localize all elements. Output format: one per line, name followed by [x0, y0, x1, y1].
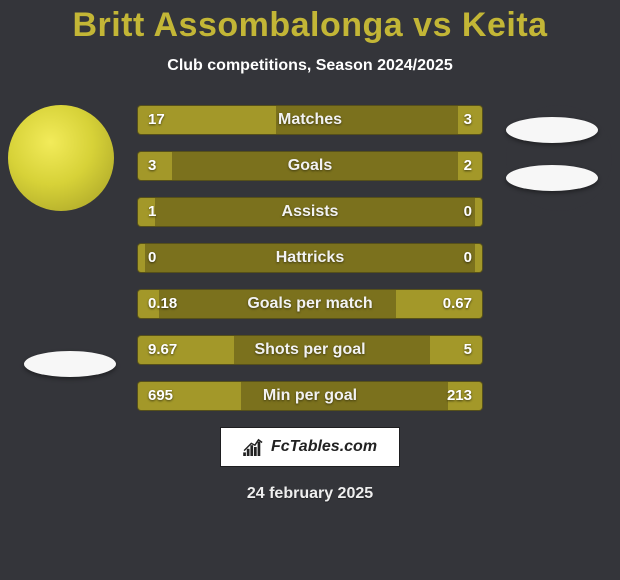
stat-value-right: 5: [454, 336, 482, 364]
stat-value-right: 0: [454, 244, 482, 272]
stat-value-left: 0.18: [138, 290, 187, 318]
stat-label: Goals per match: [138, 290, 482, 318]
page-title: Britt Assombalonga vs Keita: [0, 0, 620, 45]
stat-value-left: 0: [138, 244, 166, 272]
stat-label: Min per goal: [138, 382, 482, 410]
stat-row: Shots per goal9.67 5: [137, 335, 483, 365]
stat-bars: Matches173Goals32Assists10Hattricks00Goa…: [137, 103, 483, 411]
player-left-avatar-wrap: [8, 105, 114, 211]
subtitle: Club competitions, Season 2024/2025: [0, 57, 620, 75]
branding-text: FcTables.com: [271, 438, 377, 456]
player-right-flag: [506, 117, 598, 143]
player-left-flag: [24, 351, 116, 377]
stat-value-left: 695: [138, 382, 183, 410]
stat-label: Shots per goal: [138, 336, 482, 364]
stat-label: Matches: [138, 106, 482, 134]
stat-value-right: 0.67: [433, 290, 482, 318]
comparison-panel: Matches173Goals32Assists10Hattricks00Goa…: [0, 103, 620, 411]
stat-value-left: 1: [138, 198, 166, 226]
stat-value-right: 0: [454, 198, 482, 226]
player-left-avatar: [8, 105, 114, 211]
fctables-logo-icon: [243, 438, 265, 456]
stat-row: Min per goal695 213: [137, 381, 483, 411]
stat-value-left: 9.67: [138, 336, 187, 364]
stat-value-right: 3: [454, 106, 482, 134]
stat-value-right: 213: [437, 382, 482, 410]
stat-value-left: 3: [138, 152, 166, 180]
stat-row: Assists1 0: [137, 197, 483, 227]
stat-value-right: 2: [454, 152, 482, 180]
stat-value-left: 17: [138, 106, 175, 134]
stat-row: Goals3 2: [137, 151, 483, 181]
date-text: 24 february 2025: [0, 485, 620, 503]
stat-row: Matches17 3: [137, 105, 483, 135]
stat-row: Hattricks0 0: [137, 243, 483, 273]
player-right-flag-2: [506, 165, 598, 191]
stat-label: Assists: [138, 198, 482, 226]
branding-badge[interactable]: FcTables.com: [220, 427, 400, 467]
stat-row: Goals per match0.18 0.67: [137, 289, 483, 319]
stat-label: Hattricks: [138, 244, 482, 272]
stat-label: Goals: [138, 152, 482, 180]
